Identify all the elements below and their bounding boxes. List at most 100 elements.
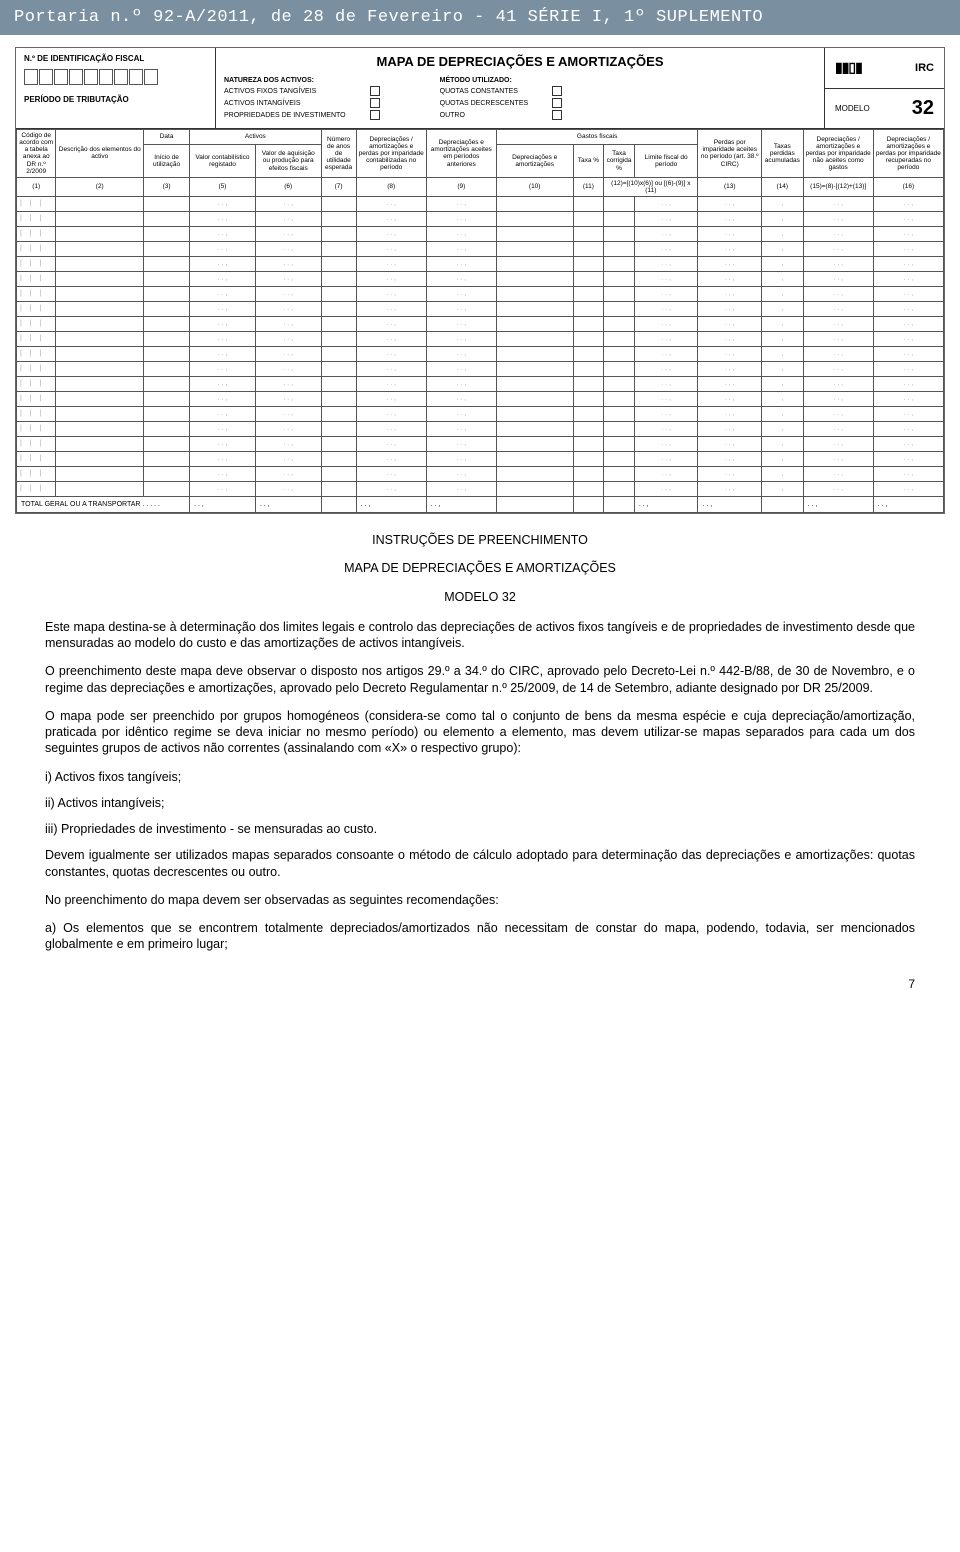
form-top-mid: MAPA DE DEPRECIAÇÕES E AMORTIZAÇÕES NATU…: [216, 48, 824, 128]
map-title: MAPA DE DEPRECIAÇÕES E AMORTIZAÇÕES: [45, 560, 915, 576]
table-row: | | |. . ,. . ,. . ,. . ,. . ,. . ,, . .…: [17, 437, 944, 452]
form-top: N.º DE IDENTIFICAÇÃO FISCAL PERÍODO DE T…: [16, 48, 944, 129]
document-header: Portaria n.º 92-A/2011, de 28 de Feverei…: [0, 0, 960, 35]
col-4: Valor contabilístico registado: [190, 145, 256, 178]
table-row: | | |. . ,. . ,. . ,. . ,. . ,. . ,, . .…: [17, 467, 944, 482]
form-table-wrap: Código de acordo com a tabela anexa ao D…: [16, 129, 944, 513]
nif-box: [129, 69, 143, 85]
checkbox-icon: [370, 110, 380, 120]
table-row: | | |. . ,. . ,. . ,. . ,. . ,. . ,, . .…: [17, 482, 944, 497]
metodo-head: MÉTODO UTILIZADO:: [440, 77, 563, 84]
nature-method-options: NATUREZA DOS ACTIVOS: ACTIVOS FIXOS TANG…: [224, 77, 816, 122]
page-number: 7: [45, 977, 915, 993]
nif-box: [144, 69, 158, 85]
total-row: TOTAL GERAL OU A TRANSPORTAR . . . . . .…: [17, 497, 944, 513]
nat-opt: ACTIVOS FIXOS TANGÍVEIS: [224, 86, 380, 96]
irc-cell: ▮▮▯▮ IRC: [825, 48, 944, 89]
checkbox-icon: [552, 110, 562, 120]
column-number-row: (1) (2) (3) (5) (6) (7) (8) (9) (10) (11…: [17, 177, 944, 196]
table-row: | | |. . ,. . ,. . ,. . ,. . ,. . ,, . .…: [17, 407, 944, 422]
table-row: | | |. . ,. . ,. . ,. . ,. . ,. . ,, . .…: [17, 347, 944, 362]
barcode-icon: ▮▮▯▮: [835, 59, 862, 76]
list-item-ii: ii) Activos intangíveis;: [45, 795, 915, 811]
col-2: Descrição dos elementos do activo: [56, 130, 144, 178]
col-3: Início de utilização: [144, 145, 190, 178]
table-row: | | |. . ,. . ,. . ,. . ,. . ,. . ,, . .…: [17, 392, 944, 407]
nif-box: [84, 69, 98, 85]
model-title: MODELO 32: [45, 589, 915, 605]
nif-boxes: [24, 69, 207, 85]
col-7: Depreciações / amortizações e perdas por…: [356, 130, 426, 178]
col-8: Depreciações e amortizações aceites em p…: [426, 130, 496, 178]
col-16: Depreciações / amortizações e perdas por…: [873, 130, 943, 178]
table-head: Código de acordo com a tabela anexa ao D…: [17, 130, 944, 197]
period-label: PERÍODO DE TRIBUTAÇÃO: [24, 95, 207, 104]
table-row: | | |. . ,. . ,. . ,. . ,. . ,. . ,, . .…: [17, 362, 944, 377]
form-top-left: N.º DE IDENTIFICAÇÃO FISCAL PERÍODO DE T…: [16, 48, 216, 128]
irc-label: IRC: [915, 62, 934, 74]
header-text: Portaria n.º 92-A/2011, de 28 de Feverei…: [14, 8, 763, 27]
paragraph-4: Devem igualmente ser utilizados mapas se…: [45, 847, 915, 880]
col-6: Número de anos de utilidade esperada: [321, 130, 356, 178]
table-row: | | |. . ,. . ,. . ,. . ,. . ,. . ,, . .…: [17, 302, 944, 317]
paragraph-1: Este mapa destina-se à determinação dos …: [45, 619, 915, 652]
checkbox-icon: [552, 86, 562, 96]
instructions-title: INSTRUÇÕES DE PREENCHIMENTO: [45, 532, 915, 548]
col-11: Taxa corrigida %: [604, 145, 635, 178]
list-item-iii: iii) Propriedades de investimento - se m…: [45, 821, 915, 837]
col-5: Valor de aquisição ou produção para efei…: [255, 145, 321, 178]
table-body: | | |. . ,. . ,. . ,. . ,. . ,. . ,, . .…: [17, 197, 944, 497]
modelo-label: MODELO: [835, 104, 870, 113]
table-row: | | |. . ,. . ,. . ,. . ,. . ,. . ,, . .…: [17, 212, 944, 227]
nif-label: N.º DE IDENTIFICAÇÃO FISCAL: [24, 54, 207, 63]
natureza-column: NATUREZA DOS ACTIVOS: ACTIVOS FIXOS TANG…: [224, 77, 380, 122]
table-row: | | |. . ,. . ,. . ,. . ,. . ,. . ,, . .…: [17, 257, 944, 272]
nif-box: [39, 69, 53, 85]
paragraph-5: No preenchimento do mapa devem ser obser…: [45, 892, 915, 908]
form-title: MAPA DE DEPRECIAÇÕES E AMORTIZAÇÕES: [224, 54, 816, 69]
form-top-right: ▮▮▯▮ IRC MODELO 32: [824, 48, 944, 128]
col-13: Perdas por imparidade aceites no período…: [698, 130, 762, 178]
checkbox-icon: [370, 86, 380, 96]
col-15: Depreciações / amortizações e perdas por…: [803, 130, 873, 178]
table-row: | | |. . ,. . ,. . ,. . ,. . ,. . ,, . .…: [17, 332, 944, 347]
table-row: | | |. . ,. . ,. . ,. . ,. . ,. . ,, . .…: [17, 287, 944, 302]
modelo-number: 32: [912, 97, 934, 120]
nif-box: [114, 69, 128, 85]
paragraph-3: O mapa pode ser preenchido por grupos ho…: [45, 708, 915, 757]
met-opt: QUOTAS CONSTANTES: [440, 86, 563, 96]
metodo-column: MÉTODO UTILIZADO: QUOTAS CONSTANTES QUOT…: [440, 77, 563, 122]
nat-opt: PROPRIEDADES DE INVESTIMENTO: [224, 110, 380, 120]
instructions-content: INSTRUÇÕES DE PREENCHIMENTO MAPA DE DEPR…: [45, 532, 915, 992]
col-1: Código de acordo com a tabela anexa ao D…: [17, 130, 56, 178]
table-row: | | |. . ,. . ,. . ,. . ,. . ,. . ,, . .…: [17, 317, 944, 332]
col-9: Depreciações e amortizações: [496, 145, 573, 178]
nif-box: [99, 69, 113, 85]
modelo-cell: MODELO 32: [825, 89, 944, 129]
table-row: | | |. . ,. . ,. . ,. . ,. . ,. . ,, . .…: [17, 197, 944, 212]
nif-box: [69, 69, 83, 85]
table-row: | | |. . ,. . ,. . ,. . ,. . ,. . ,, . .…: [17, 377, 944, 392]
col-14: Taxas perdidas acumuladas: [762, 130, 804, 178]
col-activos: Activos: [190, 130, 321, 145]
paragraph-6: a) Os elementos que se encontrem totalme…: [45, 920, 915, 953]
checkbox-icon: [552, 98, 562, 108]
table-row: | | |. . ,. . ,. . ,. . ,. . ,. . ,, . .…: [17, 242, 944, 257]
col-10: Taxa %: [573, 145, 604, 178]
paragraph-2: O preenchimento deste mapa deve observar…: [45, 663, 915, 696]
nat-opt: ACTIVOS INTANGÍVEIS: [224, 98, 380, 108]
met-opt: QUOTAS DECRESCENTES: [440, 98, 563, 108]
table-row: | | |. . ,. . ,. . ,. . ,. . ,. . ,, . .…: [17, 272, 944, 287]
met-opt: OUTRO: [440, 110, 563, 120]
col-data: Data: [144, 130, 190, 145]
col-gastos: Gastos fiscais: [496, 130, 698, 145]
col-12: Limite fiscal do período: [634, 145, 698, 178]
nif-box: [24, 69, 38, 85]
form-table: Código de acordo com a tabela anexa ao D…: [16, 129, 944, 513]
table-row: | | |. . ,. . ,. . ,. . ,. . ,. . ,, . .…: [17, 422, 944, 437]
table-row: | | |. . ,. . ,. . ,. . ,. . ,. . ,, . .…: [17, 452, 944, 467]
natureza-head: NATUREZA DOS ACTIVOS:: [224, 77, 380, 84]
table-row: | | |. . ,. . ,. . ,. . ,. . ,. . ,, . .…: [17, 227, 944, 242]
checkbox-icon: [370, 98, 380, 108]
list-item-i: i) Activos fixos tangíveis;: [45, 769, 915, 785]
